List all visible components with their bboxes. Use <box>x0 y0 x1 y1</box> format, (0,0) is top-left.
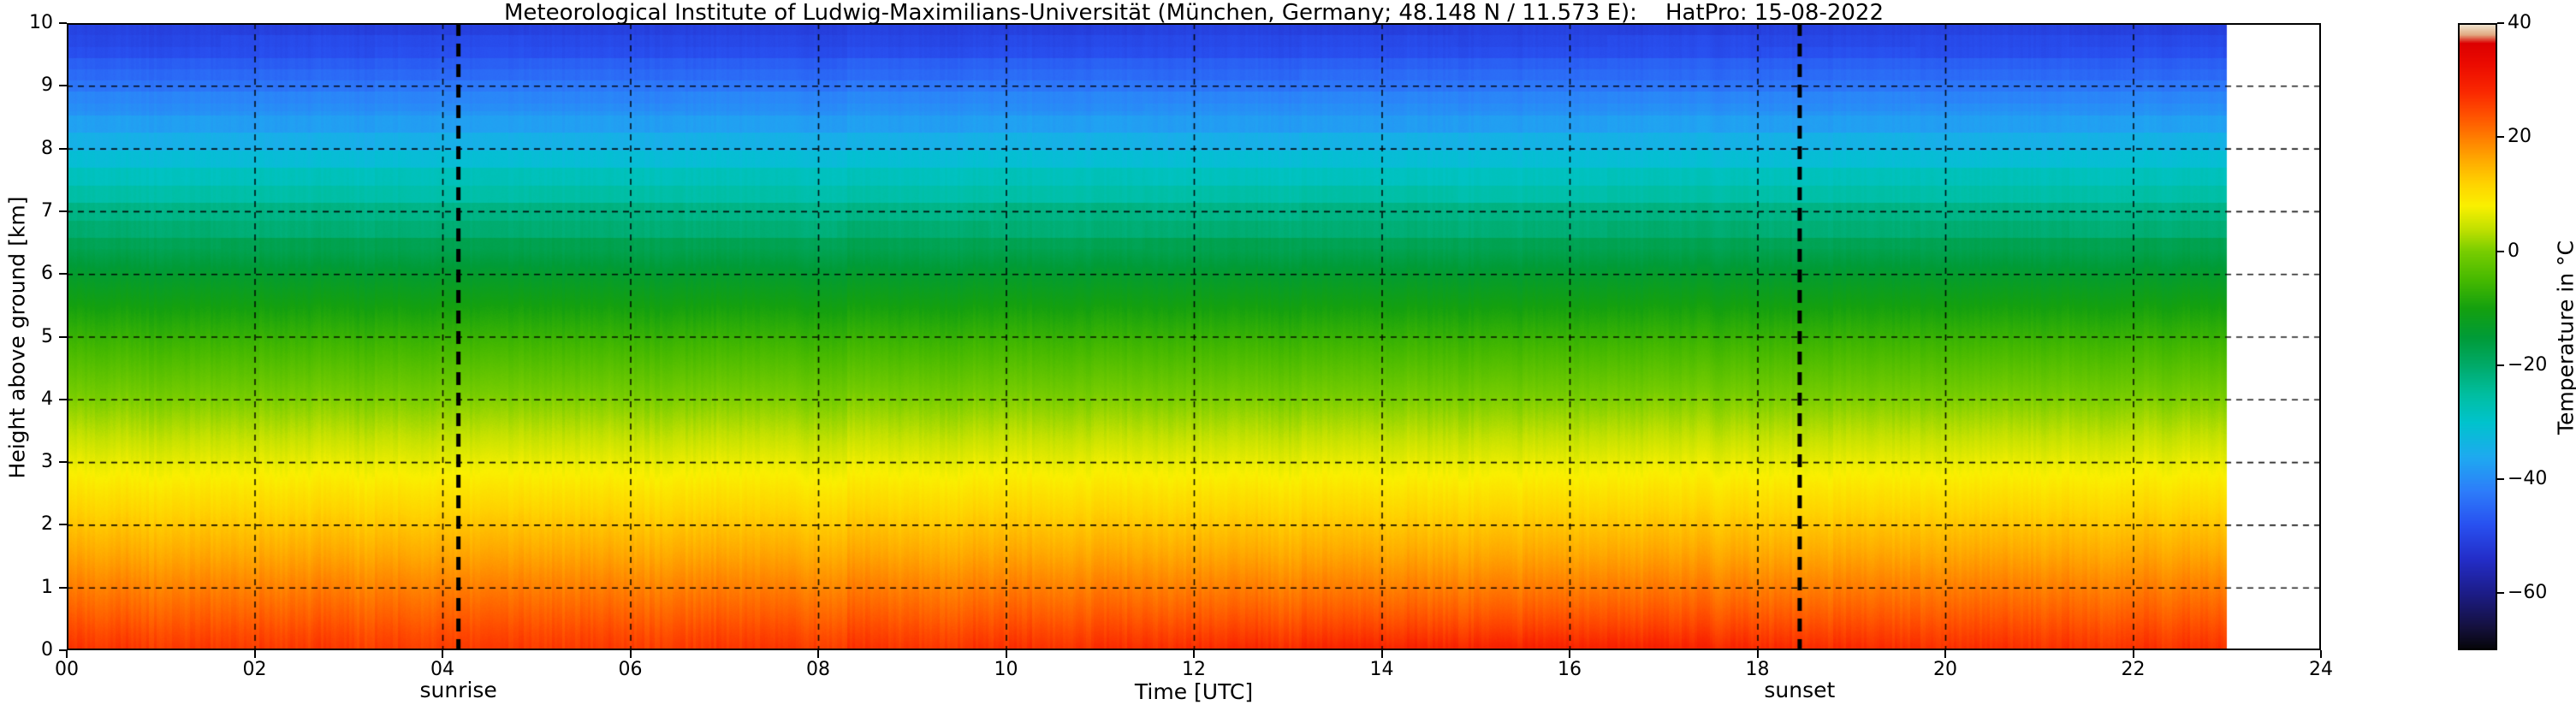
y-tick-mark <box>59 586 67 589</box>
y-tick-label: 2 <box>41 513 53 536</box>
temperature-heatmap <box>67 23 2321 650</box>
colorbar-tick-mark <box>2497 478 2504 481</box>
x-tick-label: 04 <box>430 659 454 680</box>
x-tick-mark <box>1005 650 1007 658</box>
x-axis-label: Time [UTC] <box>1134 679 1254 704</box>
colorbar-tick-mark <box>2497 250 2504 252</box>
colorbar-tick-mark <box>2497 22 2504 24</box>
x-tick-mark <box>66 650 68 658</box>
x-tick-label: 02 <box>242 659 267 680</box>
sunset-label: sunset <box>1764 678 1836 702</box>
x-tick-mark <box>253 650 256 658</box>
y-tick-mark <box>59 85 67 87</box>
sunrise-label: sunrise <box>419 678 497 702</box>
colorbar-tick-label: −40 <box>2508 468 2548 490</box>
x-tick-mark <box>1944 650 1946 658</box>
chart-title: Meteorological Institute of Ludwig-Maxim… <box>503 0 1885 26</box>
y-tick-label: 4 <box>41 388 53 410</box>
y-tick-label: 0 <box>41 639 53 661</box>
x-tick-mark <box>1380 650 1383 658</box>
y-tick-mark <box>59 335 67 338</box>
colorbar-tick-mark <box>2497 136 2504 139</box>
x-tick-label: 08 <box>806 659 830 680</box>
colorbar-tick-mark <box>2497 364 2504 366</box>
y-tick-mark <box>59 649 67 651</box>
colorbar-tick-label: −60 <box>2508 582 2548 604</box>
x-tick-label: 00 <box>55 659 79 680</box>
colorbar-tick-label: 20 <box>2508 126 2531 148</box>
colorbar <box>2458 23 2497 650</box>
x-tick-mark <box>2132 650 2134 658</box>
y-tick-label: 6 <box>41 263 53 285</box>
x-tick-mark <box>1193 650 1195 658</box>
x-tick-label: 14 <box>1369 659 1394 680</box>
y-tick-mark <box>59 210 67 212</box>
y-tick-label: 9 <box>41 74 53 97</box>
y-tick-label: 3 <box>41 451 53 473</box>
y-tick-label: 7 <box>41 199 53 222</box>
y-tick-mark <box>59 22 67 24</box>
colorbar-tick-label: −20 <box>2508 353 2548 376</box>
x-tick-mark <box>2320 650 2322 658</box>
x-tick-mark <box>1569 650 1570 658</box>
x-tick-label: 06 <box>618 659 643 680</box>
x-tick-label: 16 <box>1558 659 1582 680</box>
x-tick-label: 24 <box>2309 659 2333 680</box>
x-tick-mark <box>629 650 632 658</box>
colorbar-tick-mark <box>2497 592 2504 595</box>
x-tick-label: 12 <box>1182 659 1206 680</box>
x-tick-label: 22 <box>2121 659 2146 680</box>
y-tick-mark <box>59 524 67 526</box>
x-tick-label: 10 <box>994 659 1018 680</box>
y-tick-mark <box>59 461 67 464</box>
y-tick-mark <box>59 147 67 150</box>
y-tick-label: 5 <box>41 325 53 347</box>
x-tick-label: 18 <box>1745 659 1770 680</box>
y-tick-label: 1 <box>41 576 53 598</box>
y-tick-mark <box>59 273 67 275</box>
x-tick-mark <box>442 650 443 658</box>
y-tick-label: 10 <box>29 12 53 33</box>
colorbar-tick-label: 40 <box>2508 12 2531 33</box>
colorbar-tick-label: 0 <box>2508 240 2520 262</box>
y-tick-mark <box>59 398 67 400</box>
y-tick-label: 8 <box>41 137 53 159</box>
x-tick-mark <box>817 650 819 658</box>
x-tick-label: 20 <box>1933 659 1957 680</box>
x-tick-mark <box>1756 650 1759 658</box>
